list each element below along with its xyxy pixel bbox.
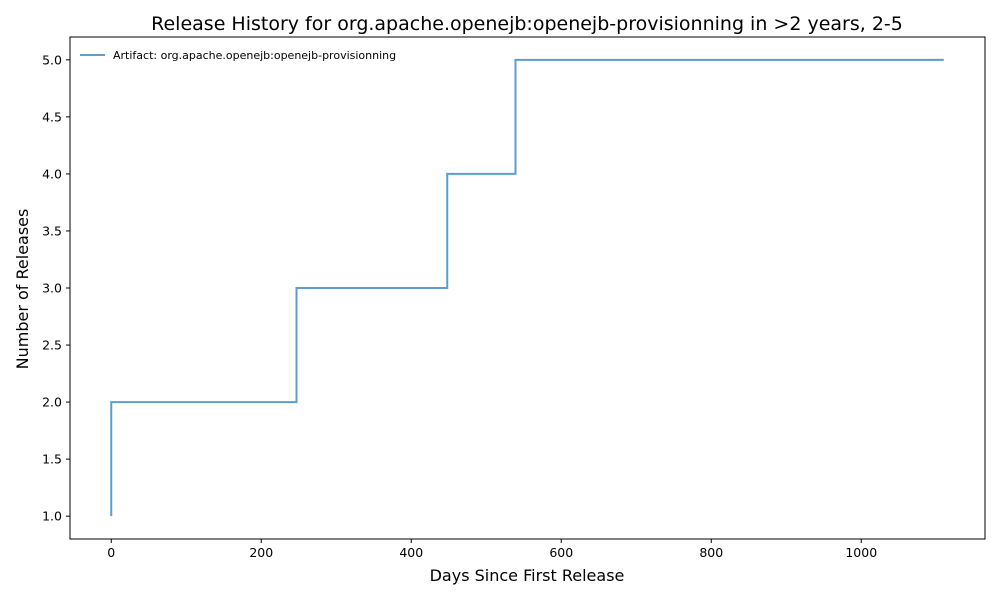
legend-label: Artifact: org.apache.openejb:openejb-pro…	[113, 49, 396, 62]
x-tick-label: 0	[107, 545, 115, 560]
y-tick-label: 3.0	[42, 281, 62, 296]
y-tick-label: 4.5	[42, 109, 62, 124]
y-tick-label: 2.5	[42, 338, 62, 353]
y-tick-label: 2.0	[42, 395, 62, 410]
x-axis: 0 200 400 600 800 1000	[107, 539, 877, 560]
x-tick-label: 600	[549, 545, 573, 560]
x-tick-label: 200	[249, 545, 273, 560]
y-tick-label: 5.0	[42, 52, 62, 67]
series-layer	[110, 58, 944, 517]
plot-frame	[69, 36, 986, 540]
y-tick-label: 1.0	[42, 509, 62, 524]
y-axis-label: Number of Releases	[13, 209, 32, 370]
x-tick-label: 1000	[845, 545, 877, 560]
chart-title: Release History for org.apache.openejb:o…	[151, 13, 903, 35]
x-tick-label: 800	[699, 545, 723, 560]
series-line	[110, 58, 944, 517]
x-tick-label: 400	[399, 545, 423, 560]
y-tick-label: 3.5	[42, 223, 62, 238]
y-tick-label: 4.0	[42, 166, 62, 181]
plot-area: 0 200 400 600 800 1000 1.0 1.5 2.0 2.5 3.0 3.5 4.0 4…	[42, 36, 986, 560]
y-tick-label: 1.5	[42, 452, 62, 467]
legend: Artifact: org.apache.openejb:openejb-pro…	[80, 49, 396, 62]
y-axis: 1.0 1.5 2.0 2.5 3.0 3.5 4.0 4.5 5.0	[42, 52, 70, 524]
x-axis-label: Days Since First Release	[430, 566, 625, 585]
